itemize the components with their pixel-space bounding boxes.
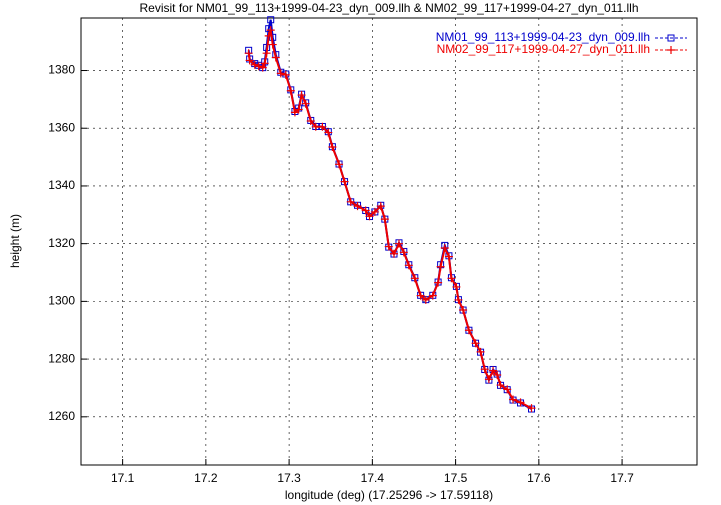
y-tick-label: 1320 [48,236,75,250]
x-axis-label: longitude (deg) (17.25296 -> 17.59118) [285,488,493,502]
point [436,262,445,271]
y-tick-label: 1260 [48,409,75,423]
point [268,40,277,49]
point [489,366,498,375]
point [454,295,463,304]
point [365,212,374,221]
point [250,60,259,69]
point [286,86,295,95]
point [346,197,355,206]
point [404,261,413,270]
point [421,295,430,304]
point [464,326,473,335]
point [416,291,425,300]
point [254,62,263,71]
y-tick-label: 1300 [48,294,75,308]
point [447,274,456,283]
point [444,252,453,261]
point [389,249,398,258]
point [516,398,525,407]
point [276,69,285,78]
x-tick-label: 17.3 [277,471,301,485]
chart-title: Revisit for NM01_99_113+1999-04-23_dyn_0… [139,1,638,15]
point [266,26,275,35]
y-tick-label: 1340 [48,178,75,192]
point [324,128,333,137]
plot-frame [80,17,698,466]
series-line [247,19,532,410]
y-tick-label: 1360 [48,120,75,134]
point [527,404,536,413]
point [294,105,303,114]
point [245,56,254,65]
point [399,248,408,257]
point [428,291,437,300]
point [452,282,461,291]
point [484,375,493,384]
point [306,117,315,126]
point [459,306,468,315]
y-tick-label: 1280 [48,351,75,365]
point [301,99,310,108]
point [370,207,379,216]
point [258,63,267,72]
point [353,202,362,211]
point [476,347,485,356]
point [260,59,269,68]
legend-marker [667,34,675,42]
x-tick-label: 17.1 [111,471,135,485]
point [244,49,253,58]
point [267,16,275,24]
point [493,370,502,379]
point [262,49,271,58]
point [480,365,489,374]
x-tick-label: 17.5 [444,471,468,485]
point [264,31,273,40]
point [318,122,327,131]
y-tick-label: 1380 [48,63,75,77]
point [380,215,389,224]
legend-marker [667,46,675,54]
point [328,142,337,151]
point [297,91,306,100]
y-axis-label: height (m) [8,214,22,268]
point [434,278,443,287]
point [509,395,518,404]
point [271,53,280,62]
point [340,177,349,186]
point [503,385,512,394]
point [265,25,273,33]
point [376,202,385,211]
x-tick-label: 17.7 [610,471,634,485]
x-tick-label: 17.4 [361,471,385,485]
x-tick-label: 17.6 [527,471,551,485]
point [335,160,344,169]
point [496,381,505,390]
point [471,339,480,348]
legend-label: NM02_99_117+1999-04-27_dyn_011.llh [437,42,650,56]
legend-label: NM01_99_113+1999-04-23_dyn_009.llh [436,30,650,44]
point [440,243,449,252]
point [394,239,403,248]
point [384,242,393,251]
x-tick-label: 17.2 [194,471,218,485]
point [410,274,419,283]
point [281,70,290,79]
point [361,206,370,215]
